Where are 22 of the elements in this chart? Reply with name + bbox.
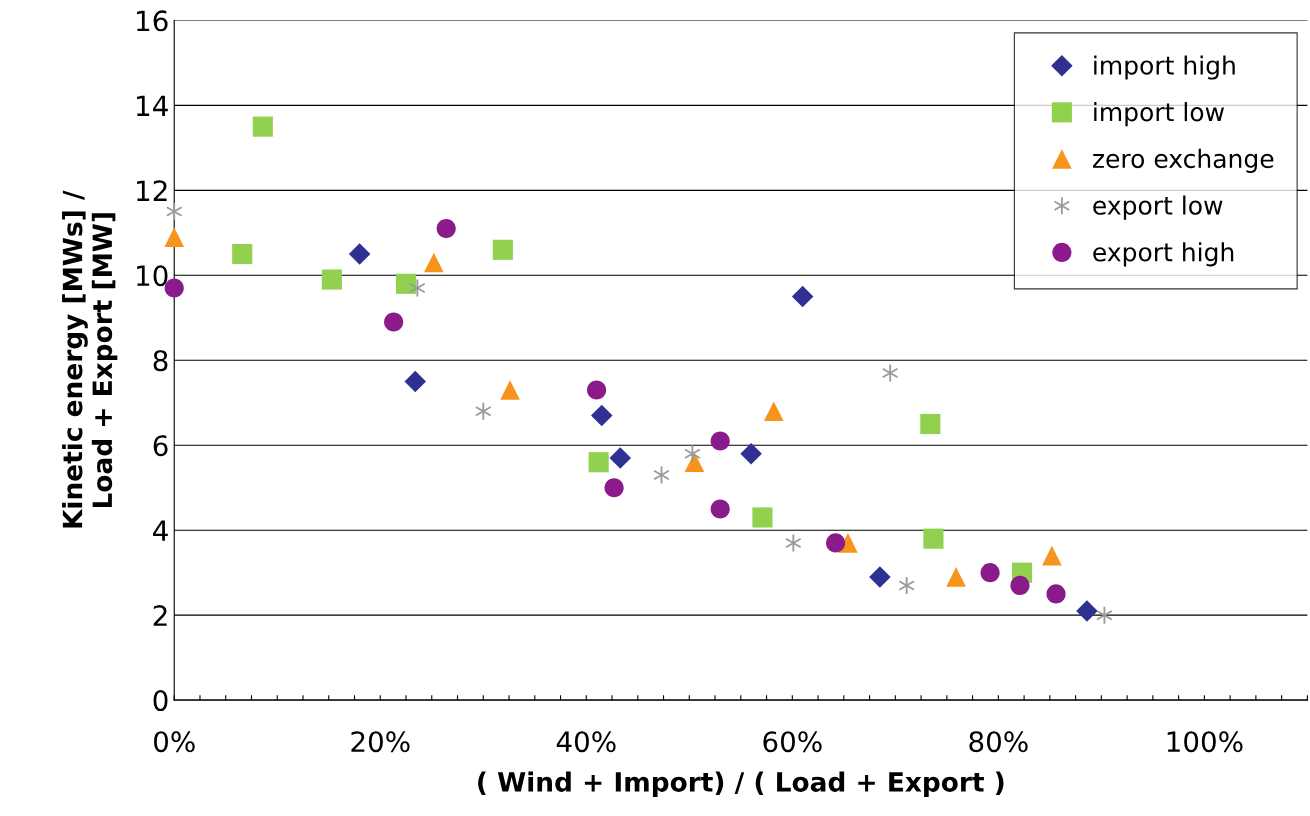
x-tick-label: 100% (1167, 731, 1243, 753)
legend-label: export high (1093, 242, 1234, 267)
y-tick-label: 10 (137, 265, 168, 287)
y-tick-label: 6 (153, 435, 168, 457)
legend-label: import high (1094, 55, 1235, 80)
x-tick-label: 0% (154, 731, 195, 753)
y-tick-label: 0 (153, 690, 168, 712)
x-axis-title: ( Wind + Import) / ( Load + Export ) (478, 771, 1004, 797)
y-tick-label: 16 (137, 10, 168, 32)
y-axis-title: Kinetic energy [MWs] / Load + Export [MW] (62, 190, 118, 528)
y-tick-label: 12 (137, 180, 167, 201)
y-tick-label: 14 (137, 95, 168, 116)
x-tick-label: 20% (351, 731, 410, 753)
y-tick-label: 8 (153, 350, 168, 372)
x-tick-label: 80% (969, 731, 1028, 753)
x-tick-label: 40% (556, 731, 616, 753)
y-tick-label: 4 (153, 520, 168, 541)
legend-label: export low (1093, 195, 1223, 220)
legend-label: import low (1094, 102, 1224, 127)
x-tick-label: 60% (763, 731, 822, 753)
legend-label: zero exchange (1092, 148, 1274, 173)
y-tick-label: 2 (153, 605, 167, 626)
